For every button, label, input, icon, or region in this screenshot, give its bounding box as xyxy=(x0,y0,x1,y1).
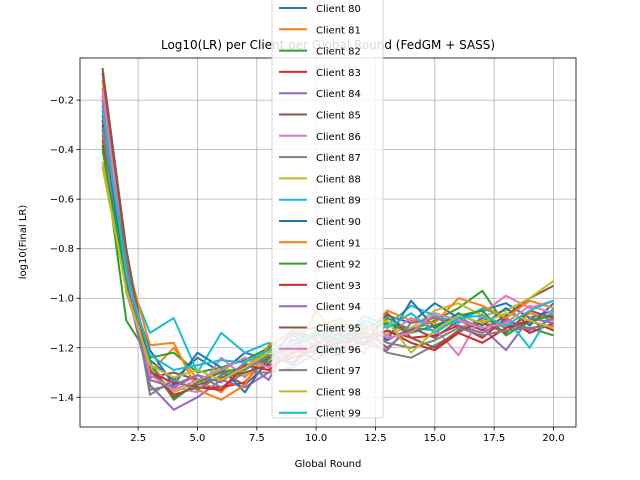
legend-entry: Client 83 xyxy=(316,68,361,79)
y-tick-label: −0.2 xyxy=(50,96,74,107)
y-tick-label: −0.6 xyxy=(50,195,74,206)
legend-entry: Client 93 xyxy=(316,281,361,292)
legend-entry: Client 95 xyxy=(316,324,361,335)
x-tick-label: 5.0 xyxy=(190,433,206,444)
legend-box xyxy=(271,0,384,419)
legend-entry: Client 86 xyxy=(316,132,361,143)
legend-entry: Client 82 xyxy=(316,47,361,58)
y-axis-label: log10(Final LR) xyxy=(18,205,29,280)
x-tick-label: 7.5 xyxy=(249,433,265,444)
y-tick-label: −0.8 xyxy=(50,244,74,255)
y-tick-label: −0.4 xyxy=(50,145,74,156)
legend-entry: Client 89 xyxy=(316,196,361,207)
y-tick-label: −1.4 xyxy=(50,393,74,404)
x-tick-label: 17.5 xyxy=(483,433,505,444)
legend-entry: Client 87 xyxy=(316,153,361,164)
legend-entry: Client 92 xyxy=(316,260,361,271)
legend-entry: Client 81 xyxy=(316,25,361,36)
x-tick-label: 12.5 xyxy=(364,433,386,444)
x-tick-label: 2.5 xyxy=(130,433,146,444)
x-tick-label: 15.0 xyxy=(424,433,446,444)
legend: Client 80 Client 81 Client 82 Client 83 Clie… xyxy=(271,0,384,420)
legend-entry: Client 97 xyxy=(316,366,361,377)
axis-ticks: 2.5 5.0 7.5 10.0 12.5 15.0 17.5 20.0 −1.4 −1.2 −1.… xyxy=(50,96,565,444)
legend-entry: Client 88 xyxy=(316,174,361,185)
x-axis-label: Global Round xyxy=(295,459,362,470)
legend-entry: Client 80 xyxy=(316,4,361,15)
y-tick-label: −1.0 xyxy=(50,294,74,305)
legend-entry: Client 94 xyxy=(316,302,361,313)
x-tick-label: 10.0 xyxy=(305,433,327,444)
legend-entry: Client 98 xyxy=(316,387,361,398)
legend-entry: Client 99 xyxy=(316,409,361,420)
legend-entry: Client 85 xyxy=(316,111,361,122)
legend-entry: Client 91 xyxy=(316,238,361,249)
legend-entry: Client 84 xyxy=(316,89,361,100)
y-tick-label: −1.2 xyxy=(50,343,74,354)
legend-entry: Client 96 xyxy=(316,345,361,356)
x-tick-label: 20.0 xyxy=(542,433,564,444)
legend-entry: Client 90 xyxy=(316,217,361,228)
